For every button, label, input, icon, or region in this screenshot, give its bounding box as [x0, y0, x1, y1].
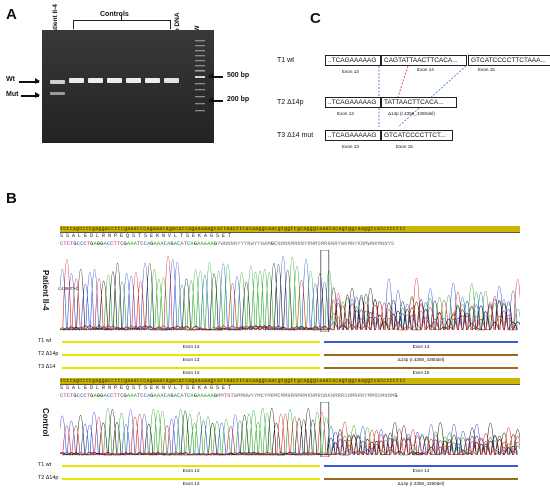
track-name: T2 Δ14p: [38, 475, 59, 481]
t2-tag-d14p: Δ14p (r.4358_4360del): [388, 111, 435, 116]
mut-arrow-icon: [21, 92, 40, 98]
track-right-label: Exon 15: [412, 370, 430, 375]
track-right-segment: [324, 478, 518, 480]
track-right-segment: [324, 367, 518, 369]
track-left-label: Exon 13: [182, 344, 200, 349]
track-left-label: Exon 13: [182, 468, 200, 473]
patient-base-calls: CTCTGCCCTGAGGACCTTCGAAATCCAGAAACAGACATCA…: [60, 241, 395, 247]
track-right-label: Δ14p (r.4358_4360del): [397, 357, 445, 362]
t2-tag-exon13: Exon 13: [337, 111, 354, 116]
track-name: T3 Δ14: [38, 364, 56, 370]
patient-chromatogram-trace: [60, 250, 520, 332]
track-left-segment: [62, 354, 320, 356]
t1-tag-exon15: Exon 15: [478, 67, 495, 72]
track-right-label: Δ14p (r.4358_4360del): [397, 481, 445, 486]
transcript-label-t3: T3 Δ14 mut: [277, 132, 314, 139]
track-name: T2 Δ14p: [38, 351, 59, 357]
panel-label-a: A: [6, 6, 17, 23]
bp-200-label: 200 bp: [227, 96, 250, 103]
track-right-segment: [324, 354, 518, 356]
t2-exon13-box: ..TCAGAAAAAG: [325, 97, 381, 108]
t2-d14p-box: TATTAACTTCACA...: [381, 97, 457, 108]
t1-exon14-box: CAGTATTAACTTCACA...: [381, 55, 467, 66]
bp-500-label: 500 bp: [227, 72, 250, 79]
gel-image: [42, 30, 214, 143]
controls-bracket-tip: [121, 14, 122, 20]
track-name: T1 wt: [38, 462, 52, 468]
patient-variant-label: c.4360T>C: [58, 286, 79, 291]
controls-bracket: [73, 20, 171, 29]
control-base-calls: CTCTGCCCTGAGGACCTTCGAAATCCAGAAACAGACATCA…: [60, 393, 398, 399]
bp500-arrow-icon: [208, 73, 223, 79]
patient-sample-label: Patient II-4: [41, 270, 50, 311]
control-reference-sequence: tctcagccctgaggaccttcgaaatccagaaacagacatc…: [60, 378, 520, 385]
mut-label: Mut: [6, 91, 19, 98]
track-left-segment: [62, 478, 320, 480]
trace-t-channel: [60, 412, 520, 456]
track-right-segment: [324, 465, 518, 467]
t3-exon13-box: ..TCAGAAAAAG: [325, 130, 381, 141]
t1-tag-exon13: Exon 13: [342, 69, 359, 74]
t3-tag-exon15: Exon 15: [396, 144, 413, 149]
control-sample-label: Control: [41, 408, 50, 437]
panel-label-b: B: [6, 190, 17, 207]
t1-exon13-box: ..TCAGAAAAAG: [325, 55, 381, 66]
controls-label: Controls: [100, 11, 129, 18]
track-left-segment: [62, 367, 320, 369]
track-right-label: Exon 14: [412, 344, 430, 349]
panel-label-c: C: [310, 10, 321, 27]
bp200-arrow-icon: [208, 97, 223, 103]
transcript-label-t2: T2 Δ14p: [277, 99, 304, 106]
t1-tag-exon14: Exon 14: [417, 67, 434, 72]
t3-exon15-box: GTCATCCCCTTCT...: [381, 130, 453, 141]
track-left-label: Exon 13: [182, 370, 200, 375]
track-right-segment: [324, 341, 518, 343]
track-name: T1 wt: [38, 338, 52, 344]
transcript-connectors: [378, 65, 467, 128]
t3-tag-exon13: Exon 13: [342, 144, 359, 149]
wt-arrow-icon: [19, 78, 40, 84]
t1-exon15-box: GTCATCCCCTTCTAAA...: [468, 55, 550, 66]
control-chromatogram-trace: [60, 402, 520, 457]
patient-reference-sequence: tctcagccctgaggaccttcgaaatccagaaacagacatc…: [60, 226, 520, 233]
patient-amino-acids: S S A L E D L R N P E Q S T S E K N V L …: [60, 233, 232, 239]
track-left-segment: [62, 465, 320, 467]
wt-label: Wt: [6, 76, 15, 83]
track-left-label: Exon 13: [182, 481, 200, 486]
transcript-label-t1: T1 wt: [277, 57, 295, 64]
track-right-label: Exon 14: [412, 468, 430, 473]
track-left-segment: [62, 341, 320, 343]
track-left-label: Exon 13: [182, 357, 200, 362]
control-amino-acids: S S A L E D L R N P E Q S T S E K N V L …: [60, 385, 232, 391]
